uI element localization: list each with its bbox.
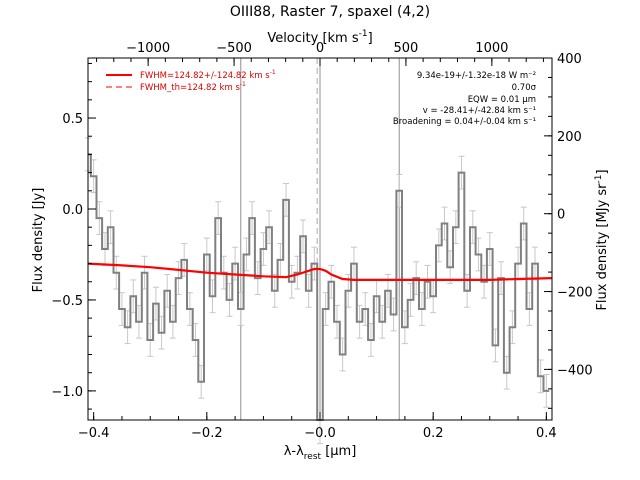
top-axis-label: Velocity [km s-1] [267, 29, 372, 46]
legend-item-fwhm-th: FWHM_th=124.82 km s-1 [140, 81, 246, 93]
annotation-velocity: v = -28.41+/-42.84 km s⁻¹ [423, 106, 536, 116]
annotation-eqw: EQW = 0.01 μm [468, 95, 536, 105]
y2-axis-label: Flux density [MJy sr-1] [594, 169, 610, 310]
x-tick-label: −0.2 [191, 426, 223, 441]
y2-tick-label: 0 [557, 208, 565, 223]
y2-tick-label: 200 [557, 130, 582, 145]
legend-item-fwhm: FWHM=124.82+/-124.82 km s-1 [140, 69, 276, 81]
y-tick-label: 0.0 [62, 203, 83, 218]
x-tick-label: −0.4 [78, 426, 110, 441]
legend: FWHM=124.82+/-124.82 km s-1 FWHM_th=124.… [106, 69, 276, 93]
axes: −0.4 −0.2 −0.0 0.2 0.4 −1.0 −0.5 0.0 0.5 −400 −200… [51, 41, 592, 441]
top-tick-label: 1000 [475, 41, 508, 56]
annotation-broadening: Broadening = 0.04+/-0.04 km s⁻¹ [393, 117, 536, 127]
y2-tick-label: −400 [557, 363, 593, 378]
top-tick-label: −1000 [126, 41, 170, 56]
plot-area [85, 58, 553, 445]
annotation-flux: 9.34e-19+/-1.32e-18 W m⁻² [417, 71, 536, 81]
y-tick-label: 0.5 [62, 112, 83, 127]
top-tick-label: −500 [216, 41, 252, 56]
annotation-sigma: 0.70σ [512, 83, 537, 93]
top-tick-label: 0 [316, 41, 324, 56]
y-tick-label: −1.0 [51, 385, 83, 400]
x-tick-label: 0.4 [536, 426, 557, 441]
x-tick-label: −0.0 [304, 426, 336, 441]
gaussian-fit-line [87, 262, 553, 281]
y2-tick-label: −200 [557, 286, 593, 301]
x-tick-label: 0.2 [423, 426, 444, 441]
y2-tick-label: 400 [557, 52, 582, 67]
fit-annotations: 9.34e-19+/-1.32e-18 W m⁻² 0.70σ EQW = 0.… [393, 71, 537, 127]
top-tick-label: 500 [394, 41, 419, 56]
chart-title: OIII88, Raster 7, spaxel (4,2) [230, 4, 430, 20]
y-tick-label: −0.5 [51, 294, 83, 309]
x-axis-label: λ-λrest [μm] [284, 444, 357, 462]
y-axis-label: Flux density [Jy] [31, 188, 46, 293]
step-spectrum-line [88, 153, 550, 421]
